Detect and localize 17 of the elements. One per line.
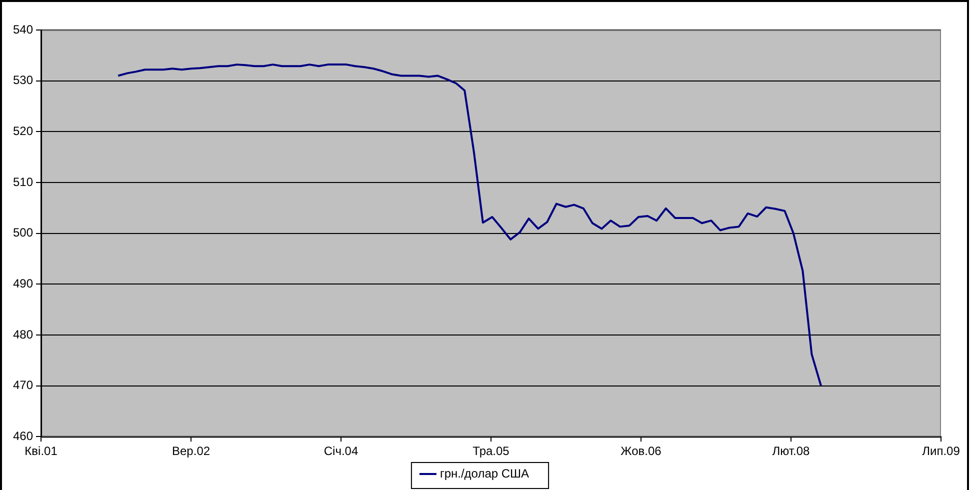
x-tick-label: Лют.08 xyxy=(772,444,810,458)
x-tick-label: Кві.01 xyxy=(24,444,58,458)
x-tick-label: Лип.09 xyxy=(922,444,960,458)
x-tick-label: Тра.05 xyxy=(472,444,510,458)
y-tick-label: 520 xyxy=(12,124,34,138)
y-tick-label: 470 xyxy=(12,378,34,392)
y-tick-label: 480 xyxy=(12,327,34,342)
y-tick-label: 490 xyxy=(12,276,34,290)
x-tick-label: Січ.04 xyxy=(324,444,358,458)
y-tick-label: 530 xyxy=(12,73,34,88)
x-tick-label: Жов.06 xyxy=(620,444,662,458)
y-tick-label: 540 xyxy=(12,22,34,36)
y-tick-label: 460 xyxy=(12,428,34,443)
y-tick-label: 500 xyxy=(12,226,34,240)
legend-label: грн./долар США xyxy=(440,466,530,480)
y-tick-label: 510 xyxy=(12,174,34,189)
x-tick-label: Вер.02 xyxy=(172,444,210,458)
